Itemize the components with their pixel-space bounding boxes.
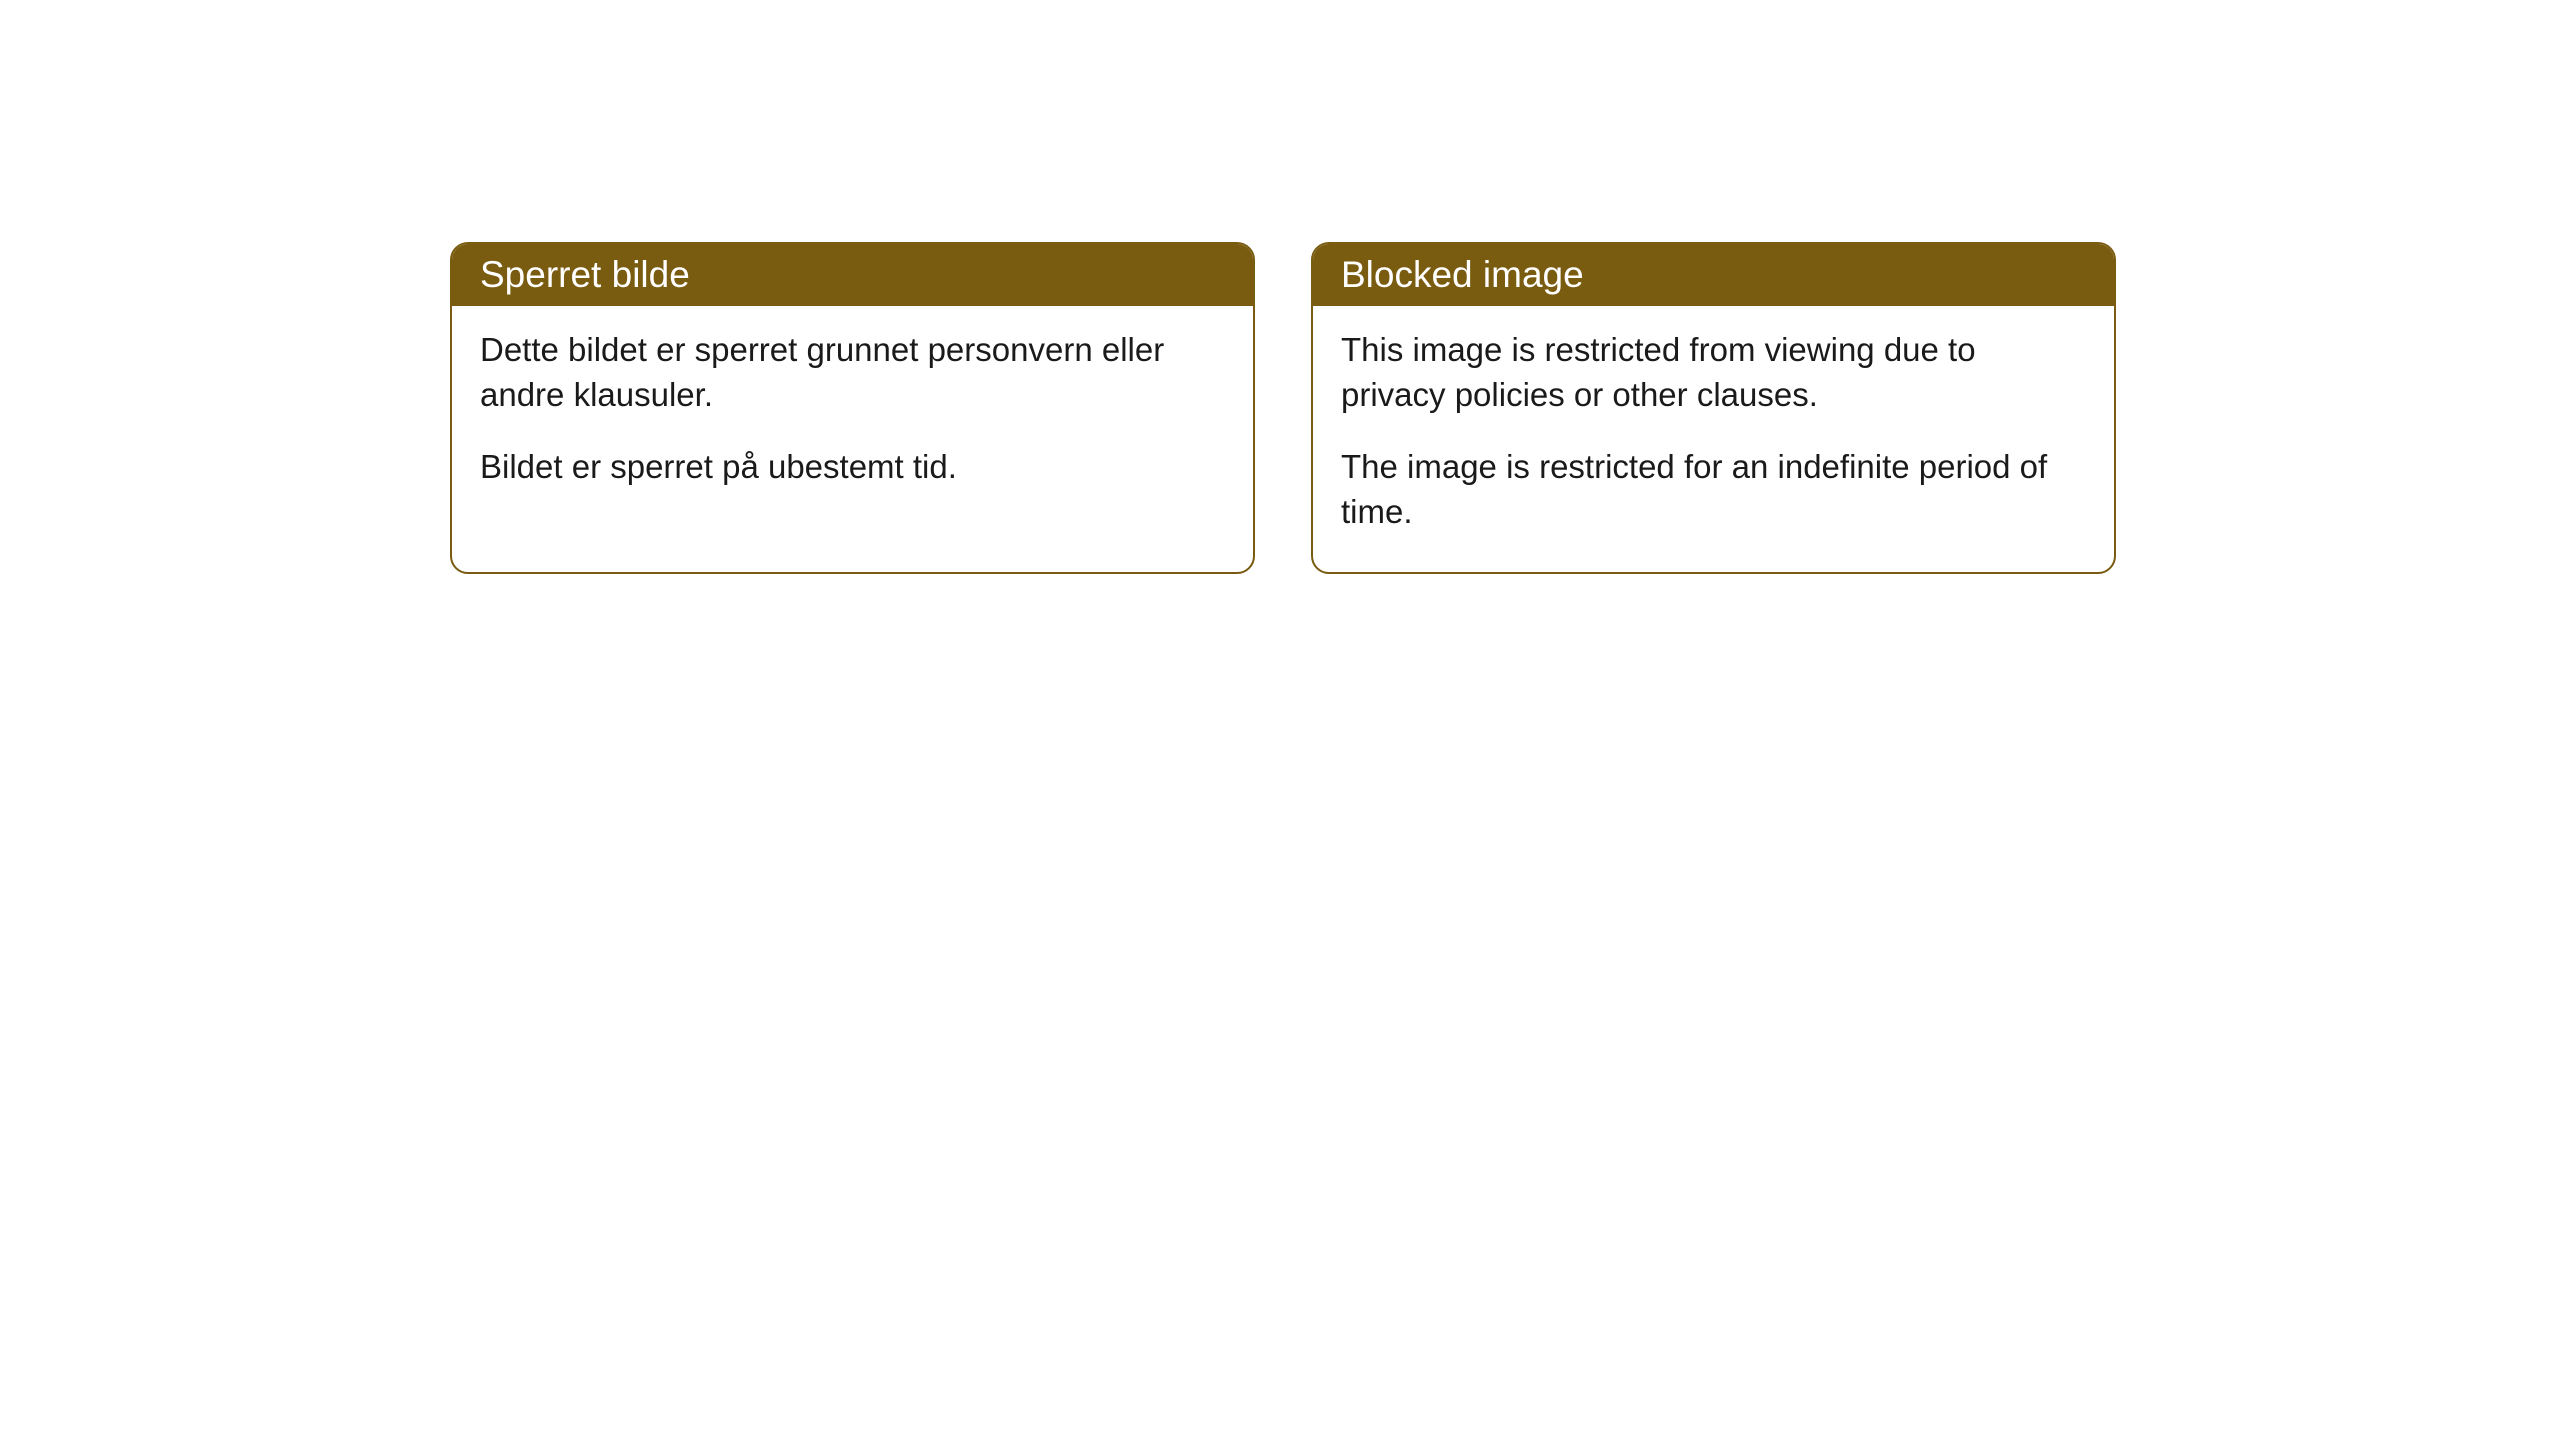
card-paragraph-no-1: Dette bildet er sperret grunnet personve… [480, 328, 1225, 417]
card-paragraph-en-2: The image is restricted for an indefinit… [1341, 445, 2086, 534]
card-paragraph-no-2: Bildet er sperret på ubestemt tid. [480, 445, 1225, 490]
card-body-en: This image is restricted from viewing du… [1313, 306, 2114, 572]
card-title-no: Sperret bilde [452, 244, 1253, 306]
card-body-no: Dette bildet er sperret grunnet personve… [452, 306, 1253, 528]
blocked-image-card-en: Blocked image This image is restricted f… [1311, 242, 2116, 574]
notice-cards-container: Sperret bilde Dette bildet er sperret gr… [450, 242, 2116, 574]
card-paragraph-en-1: This image is restricted from viewing du… [1341, 328, 2086, 417]
card-title-en: Blocked image [1313, 244, 2114, 306]
blocked-image-card-no: Sperret bilde Dette bildet er sperret gr… [450, 242, 1255, 574]
